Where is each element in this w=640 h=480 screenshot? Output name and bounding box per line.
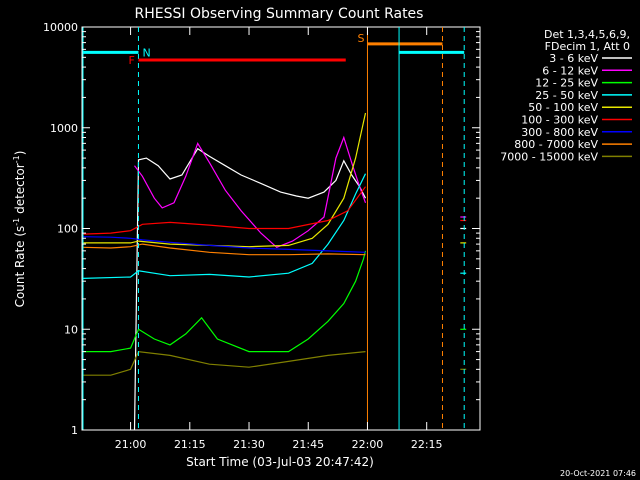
legend-label-300-800-kev: 300 - 800 keV — [521, 126, 598, 139]
series-line-100-300-kev — [83, 186, 366, 235]
legend-header-line1: Det 1,3,4,5,6,9, — [544, 28, 630, 41]
legend-label-800-7000-kev: 800 - 7000 keV — [514, 138, 598, 151]
legend-label-25-50-kev: 25 - 50 keV — [535, 89, 598, 102]
flag-s-label: S — [357, 32, 364, 45]
legend-label-12-25-kev: 12 - 25 keV — [535, 77, 598, 90]
x-tick-label: 22:00 — [352, 438, 384, 451]
legend-label-50-100-kev: 50 - 100 keV — [528, 101, 598, 114]
series-line-7000-15000-kev — [83, 350, 366, 376]
timestamp: 20-Oct-2021 07:46 — [560, 469, 636, 478]
series-line-25-50-kev — [83, 173, 367, 279]
series-line-12-25-kev — [83, 250, 367, 353]
series-line-50-100-kev — [83, 112, 367, 248]
y-tick-label: 1000 — [50, 122, 78, 135]
legend-label-7000-15000-kev: 7000 - 15000 keV — [500, 150, 598, 163]
legend-header-line2: FDecim 1, Att 0 — [545, 40, 630, 53]
tick-layer: 21:00 21:15 21:30 21:45 22:00 22:15 1 10 100 1000… — [43, 21, 480, 451]
series-line-300-800-kev — [83, 236, 366, 253]
flag-f-label: F — [128, 54, 134, 67]
y-axis-label-exp1: -1 — [12, 218, 21, 226]
y-tick-label: 100 — [57, 223, 78, 236]
x-tick-label: 21:45 — [292, 438, 324, 451]
y-tick-label: 1 — [71, 424, 78, 437]
legend: Det 1,3,4,5,6,9, FDecim 1, Att 0 3 - 6 k… — [500, 28, 632, 163]
y-tick-label: 10000 — [43, 21, 78, 34]
y-tick-label: 10 — [64, 323, 78, 336]
flag-n-label: N — [142, 46, 150, 59]
y-axis-label-pre: Count Rate (s — [13, 226, 27, 308]
chart-title: RHESSI Observing Summary Count Rates — [135, 6, 424, 22]
y-axis-label-mid: detector — [13, 163, 27, 218]
series-line-3-6-kev — [133, 147, 367, 431]
x-tick-label: 22:15 — [411, 438, 443, 451]
series-line-6-12-kev — [134, 135, 367, 248]
legend-label-100-300-kev: 100 - 300 keV — [521, 114, 598, 127]
y-axis-label: Count Rate (s-1 detector-1) — [12, 151, 27, 308]
x-tick-label: 21:30 — [233, 438, 265, 451]
x-axis-label: Start Time (03-Jul-03 20:47:42) — [186, 455, 374, 469]
series-line-800-7000-kev — [83, 243, 366, 256]
series-layer — [83, 112, 467, 431]
y-axis-label-exp2: -1 — [12, 155, 21, 163]
plot-area: NF S 21:00 21:15 21:30 21:45 22:00 22:15 1 10 100… — [43, 21, 481, 451]
x-tick-label: 21:00 — [115, 438, 147, 451]
legend-label-6-12-kev: 6 - 12 keV — [542, 64, 598, 77]
y-axis-label-post: ) — [13, 151, 27, 156]
x-tick-label: 21:15 — [174, 438, 206, 451]
legend-label-3-6-kev: 3 - 6 keV — [549, 52, 598, 65]
